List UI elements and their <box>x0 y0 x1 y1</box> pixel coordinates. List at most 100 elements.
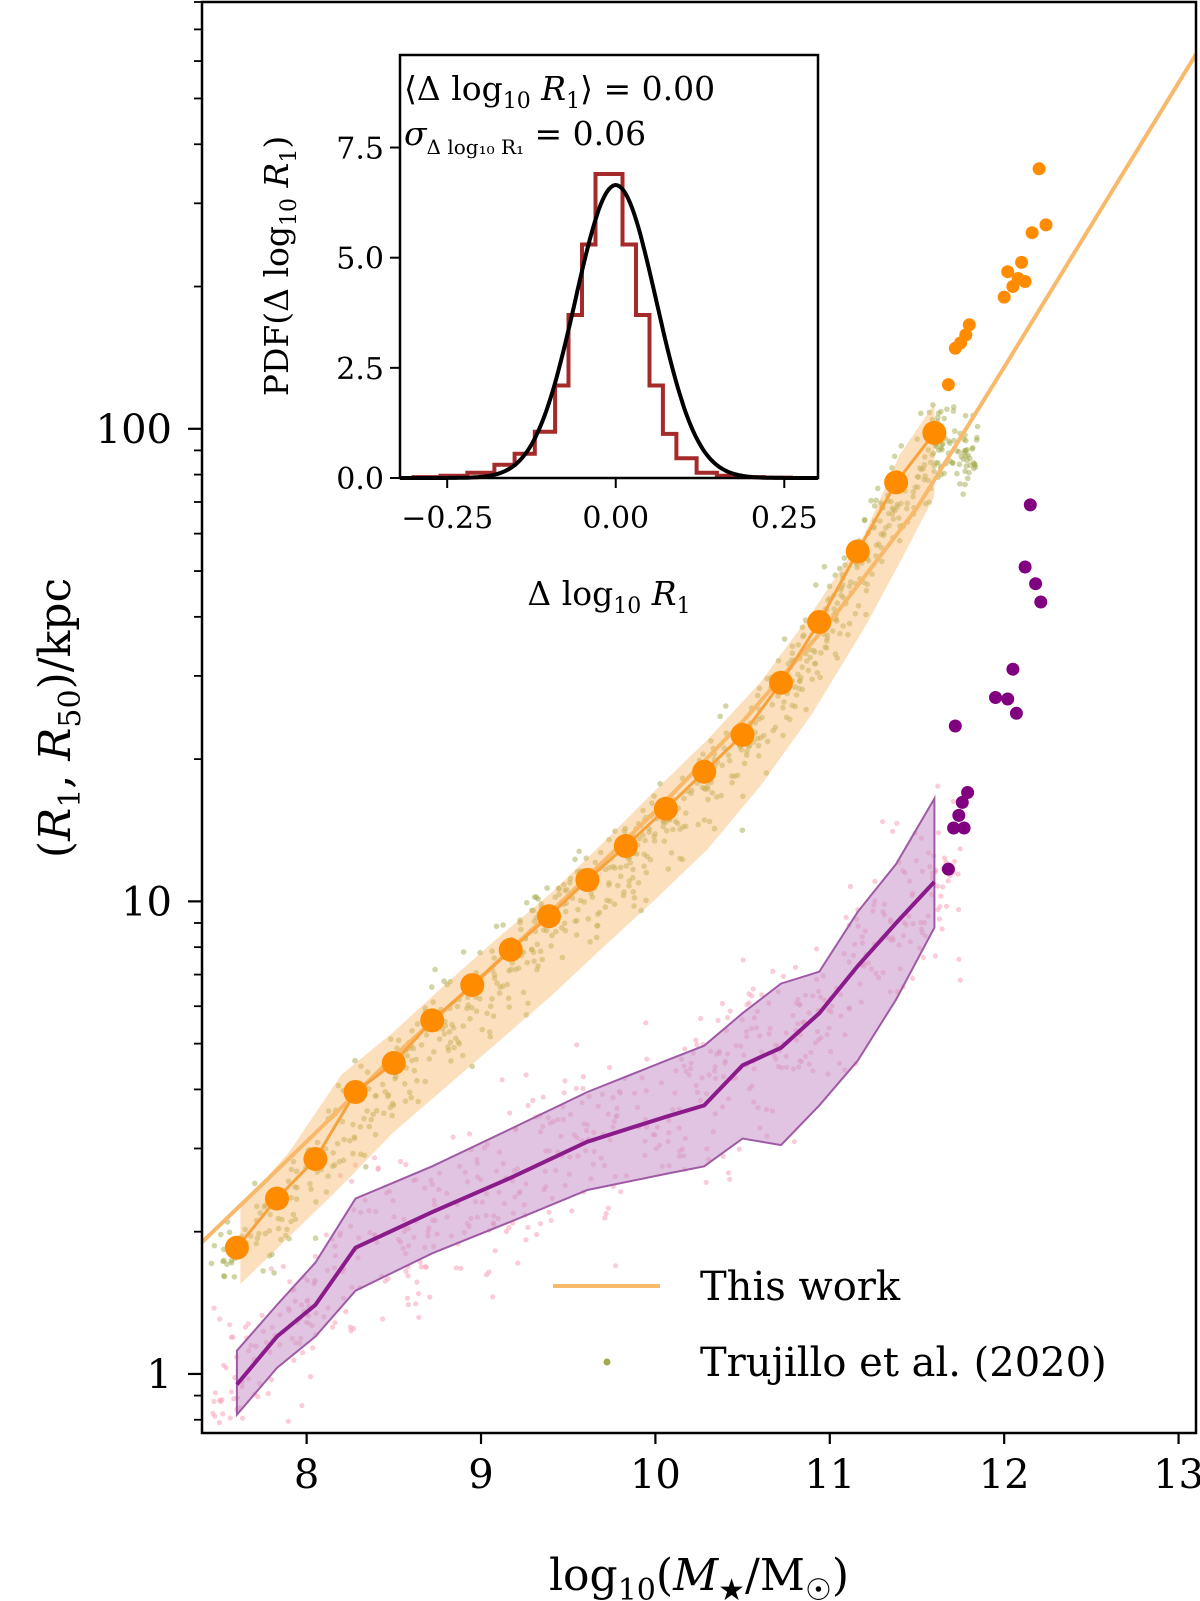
trujillo-2020-point <box>442 1022 449 1029</box>
trujillo-2020-point <box>487 1033 494 1040</box>
r50-sample-point <box>740 957 746 963</box>
trujillo-2020-point <box>415 1098 422 1105</box>
trujillo-2020-point <box>357 1124 364 1130</box>
trujillo-2020-point <box>643 869 650 876</box>
trujillo-2020-point <box>704 786 711 792</box>
r50-high-mass-point <box>955 795 969 809</box>
trujillo-2020-point <box>559 925 565 931</box>
trujillo-2020-point <box>935 414 941 421</box>
trujillo-2020-point <box>811 660 818 667</box>
trujillo-2020-point <box>868 497 874 504</box>
r50-sample-point <box>217 1316 223 1322</box>
trujillo-2020-point <box>432 966 438 973</box>
trujillo-2020-point <box>284 1226 290 1233</box>
trujillo-2020-point <box>364 1108 370 1114</box>
r50-sample-point <box>287 1279 293 1285</box>
inset-histogram: −0.25 0.00 0.25 0.0 2.5 5.0 7.5 ⟨Δ log10 R1⟩ =… <box>257 53 820 619</box>
trujillo-2020-point <box>411 1067 418 1074</box>
trujillo-2020-point <box>575 906 581 913</box>
r50-sample-point <box>337 1172 343 1179</box>
trujillo-2020-point <box>635 880 642 886</box>
trujillo-2020-point <box>576 848 582 855</box>
r50-sample-point <box>540 1094 546 1100</box>
r50-sample-point <box>945 878 951 884</box>
trujillo-2020-point <box>965 452 971 458</box>
trujillo-2020-point <box>950 460 956 466</box>
trujillo-2020-point <box>260 1268 266 1274</box>
trujillo-2020-point <box>775 658 782 664</box>
r50-sample-point <box>792 964 799 971</box>
trujillo-2020-point <box>679 856 686 863</box>
trujillo-2020-point <box>484 1010 490 1017</box>
r50-sample-point <box>227 1322 233 1328</box>
trujillo-2020-point <box>529 946 535 953</box>
trujillo-2020-point <box>944 406 950 413</box>
trujillo-2020-point <box>837 630 843 637</box>
r50-sample-point <box>725 1170 732 1176</box>
trujillo-2020-point <box>469 1005 475 1011</box>
trujillo-2020-point <box>869 571 875 577</box>
r50-sample-point <box>490 1294 496 1300</box>
trujillo-2020-point <box>504 981 511 988</box>
r50-sample-point <box>352 1162 358 1168</box>
trujillo-2020-point <box>941 470 947 477</box>
inset-background <box>400 55 818 478</box>
r50-sample-point <box>210 1410 216 1416</box>
r1-median-point <box>343 1080 368 1104</box>
trujillo-2020-point <box>805 667 812 674</box>
r50-sample-point <box>935 783 941 789</box>
trujillo-2020-point <box>640 807 646 814</box>
y-tick-label: 100 <box>96 407 172 453</box>
trujillo-2020-point <box>789 702 795 709</box>
trujillo-2020-point <box>257 1210 264 1216</box>
r50-sample-point <box>403 1161 409 1168</box>
trujillo-2020-point <box>950 404 957 410</box>
r1-median-point <box>692 759 717 784</box>
trujillo-2020-point <box>325 1108 332 1114</box>
trujillo-2020-point <box>898 443 905 449</box>
trujillo-2020-point <box>668 850 675 856</box>
trujillo-2020-point <box>335 1082 342 1089</box>
trujillo-2020-point <box>821 563 828 570</box>
trujillo-2020-point <box>598 849 604 856</box>
trujillo-2020-point <box>370 1111 377 1118</box>
r50-sample-point <box>894 820 900 827</box>
trujillo-2020-point <box>740 793 746 800</box>
r50-high-mass-point <box>952 808 966 822</box>
r50-sample-point <box>265 1391 271 1397</box>
r1-median-point <box>922 420 947 445</box>
trujillo-2020-point <box>464 1005 470 1012</box>
r50-sample-point <box>607 1064 613 1071</box>
trujillo-2020-point <box>974 423 981 430</box>
trujillo-2020-point <box>389 1112 395 1119</box>
trujillo-2020-point <box>517 917 523 923</box>
trujillo-2020-point <box>293 1168 300 1175</box>
trujillo-2020-point <box>780 704 786 711</box>
trujillo-2020-point <box>531 958 537 964</box>
trujillo-2020-point <box>267 1211 274 1218</box>
r50-sample-point <box>955 871 961 877</box>
r50-sample-point <box>605 1205 611 1211</box>
trujillo-2020-point <box>814 669 821 676</box>
r1-high-mass-point <box>1018 275 1032 288</box>
r50-high-mass-point <box>961 786 975 799</box>
r1-median-point <box>420 1008 445 1033</box>
x-tick-label: 11 <box>804 1452 855 1498</box>
r50-sample-point <box>427 1294 433 1300</box>
r50-sample-point <box>727 1176 733 1182</box>
trujillo-2020-point <box>861 516 868 523</box>
trujillo-2020-point <box>312 1235 319 1241</box>
r50-sample-point <box>910 975 916 982</box>
trujillo-2020-point <box>846 620 853 627</box>
trujillo-2020-point <box>636 835 642 842</box>
trujillo-2020-point <box>477 996 483 1002</box>
trujillo-2020-point <box>930 402 936 408</box>
trujillo-2020-point <box>664 828 670 834</box>
r50-sample-point <box>941 855 948 861</box>
trujillo-2020-point <box>641 863 647 869</box>
trujillo-2020-point <box>769 701 776 708</box>
r50-sample-point <box>291 1357 297 1363</box>
trujillo-2020-point <box>729 779 735 786</box>
trujillo-2020-point <box>674 820 681 827</box>
inset-x-tick-label: 0.25 <box>751 501 818 536</box>
